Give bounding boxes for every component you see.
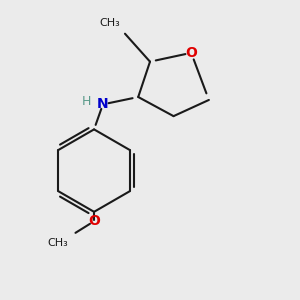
Text: H: H [82, 95, 92, 108]
Text: CH₃: CH₃ [48, 238, 68, 248]
Text: CH₃: CH₃ [100, 18, 121, 28]
Text: O: O [88, 214, 100, 228]
Text: N: N [97, 98, 109, 111]
Text: O: O [185, 46, 197, 60]
